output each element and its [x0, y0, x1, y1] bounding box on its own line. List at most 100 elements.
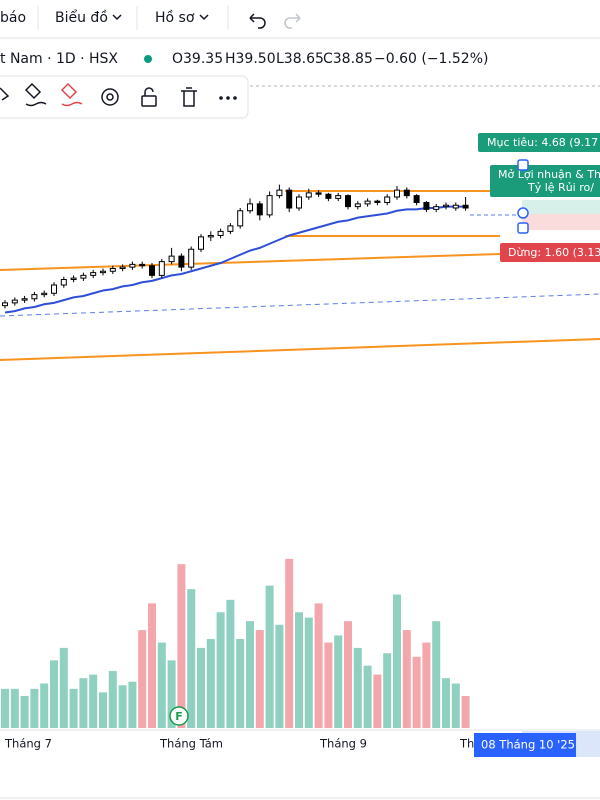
volume-bar: [432, 621, 441, 728]
position-label-box: [490, 165, 600, 197]
trend-line[interactable]: [0, 253, 501, 271]
candle-body: [198, 236, 204, 250]
profit-zone: [522, 200, 600, 214]
handle[interactable]: [517, 159, 529, 171]
candle-body: [21, 298, 28, 301]
candle-body: [80, 274, 87, 279]
handle[interactable]: [517, 222, 529, 234]
symbol-name: t Nam · 1D · HSX: [0, 51, 118, 67]
redo-button[interactable]: [284, 13, 301, 29]
candle-body: [364, 200, 371, 205]
candle-body: [403, 189, 410, 197]
menu-item[interactable]: Hồ sơ: [155, 9, 195, 26]
lock-shackle: [144, 87, 154, 96]
candle-body: [354, 203, 361, 208]
volume-bar: [402, 630, 411, 728]
delete-button[interactable]: [181, 87, 197, 107]
volume-bar: [246, 621, 254, 728]
volume-bar: [422, 642, 431, 728]
volume-bar: [373, 674, 382, 728]
candle-body: [207, 235, 214, 238]
candle-body: [452, 204, 459, 209]
volume-bar: [442, 678, 450, 728]
menu-item[interactable]: báo: [0, 10, 26, 26]
candle-body: [305, 192, 312, 198]
candle-body: [266, 195, 273, 216]
x-axis-label: Th: [459, 737, 474, 751]
trend-line[interactable]: [0, 338, 600, 361]
volume-bar: [265, 585, 274, 728]
candle-body: [188, 248, 195, 268]
volume-bar: [30, 688, 39, 728]
settings-button[interactable]: [101, 88, 119, 106]
candle-body: [315, 192, 322, 195]
trend-line[interactable]: [0, 293, 600, 317]
drawing-toolbar: [0, 75, 249, 119]
target-label: Mục tiêu: 4.68 (9.17: [487, 136, 598, 149]
candle-body: [227, 225, 234, 232]
ohlc-open: O39.35: [172, 51, 223, 67]
line-color-tool[interactable]: [24, 82, 47, 107]
fill-tool[interactable]: [0, 87, 10, 101]
volume-bar: [334, 635, 343, 728]
candle-body: [2, 302, 8, 307]
candle-body: [149, 265, 155, 276]
volume-bar: [148, 603, 156, 728]
candle-body: [413, 195, 420, 203]
candle-body: [325, 193, 332, 199]
candle-body: [247, 203, 253, 212]
volume-bar: [285, 558, 294, 728]
volume-bar: [1, 688, 9, 728]
candle-body: [109, 268, 116, 272]
candle-body: [433, 206, 440, 210]
candle-body: [60, 279, 67, 286]
volume-bar: [363, 665, 372, 728]
ohlc-change: −0.60 (−1.52%): [374, 51, 488, 67]
volume-bar: [128, 681, 137, 728]
plot-area: F: [1, 184, 470, 728]
volume-bar: [255, 630, 264, 728]
undo-button[interactable]: [249, 13, 266, 29]
lock-button[interactable]: [141, 95, 157, 107]
menu-item[interactable]: Biểu đồ: [55, 9, 108, 26]
volume-bar: [383, 653, 392, 728]
volume-bar: [59, 647, 68, 728]
candle-body: [217, 230, 224, 236]
candle-body: [129, 263, 136, 268]
candle-body: [41, 292, 48, 296]
x-axis-label: Tháng Tám: [159, 737, 223, 751]
volume-bar: [324, 642, 333, 728]
handle[interactable]: [517, 207, 529, 219]
volume-bar: [314, 603, 323, 728]
more-button[interactable]: [219, 96, 237, 100]
volume-bar: [79, 678, 88, 728]
ohlc-high: H39.50: [225, 51, 276, 67]
candle-body: [384, 196, 391, 203]
candle-body: [335, 195, 342, 199]
volume-bar: [108, 671, 117, 728]
volume-bar: [236, 639, 245, 728]
volume-bar: [157, 642, 166, 728]
ohlc-close: C38.85: [323, 51, 373, 67]
status-dot: [144, 55, 152, 63]
volume-bar: [138, 630, 147, 728]
volume-bar: [99, 692, 107, 728]
x-axis-label: Tháng 9: [319, 737, 367, 751]
volume-bar: [197, 647, 205, 728]
volume-bar: [167, 660, 176, 728]
background-color-tool[interactable]: [60, 82, 83, 107]
volume-bar: [353, 647, 362, 728]
candle-body: [374, 200, 381, 203]
volume-bar: [393, 594, 401, 728]
stop-label: Dừng: 1.60 (3.13: [508, 246, 600, 259]
volume-bar: [304, 617, 313, 728]
stop-label-box: [500, 243, 600, 262]
volume-bar: [20, 695, 29, 728]
volume-bar: [10, 688, 19, 728]
settings-hub: [106, 93, 114, 101]
candle-body: [286, 189, 293, 209]
volume-bar: [187, 589, 196, 728]
candle-body: [119, 266, 126, 269]
candle-body: [423, 202, 430, 210]
